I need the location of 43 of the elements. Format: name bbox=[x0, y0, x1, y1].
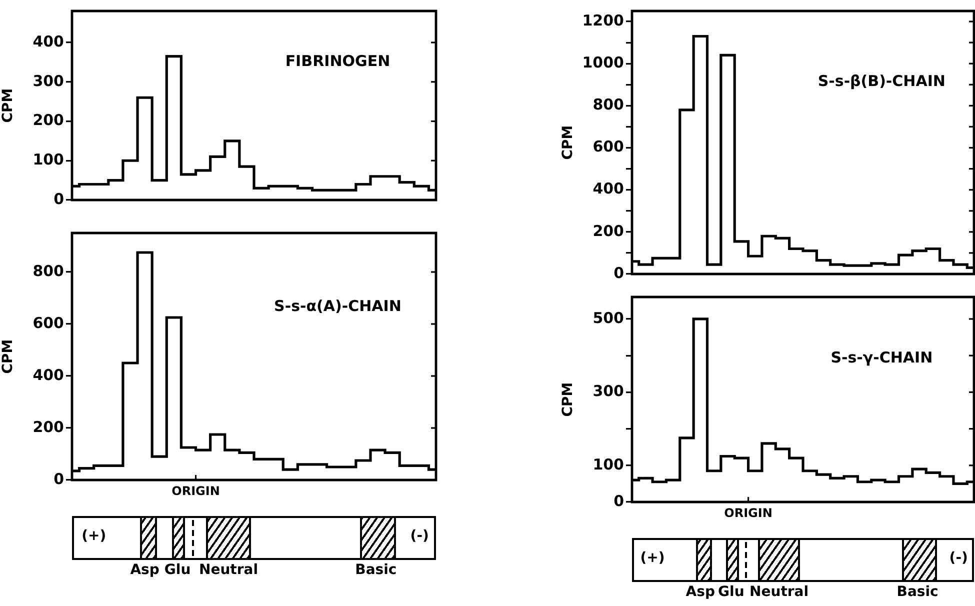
text: (+) bbox=[82, 528, 106, 544]
y-tick-label: 600 bbox=[592, 138, 624, 156]
y-tick-label: 300 bbox=[592, 382, 624, 400]
y-axis-title: CPM bbox=[0, 88, 16, 123]
y-tick-label: 100 bbox=[592, 455, 624, 474]
y-axis-title: CPM bbox=[560, 382, 576, 417]
text: Neutral bbox=[750, 584, 809, 600]
y-tick-label: 0 bbox=[54, 470, 64, 488]
y-tick-label: 300 bbox=[32, 72, 64, 90]
y-tick-label: 400 bbox=[592, 180, 624, 198]
text: S-s-α(A)-CHAIN bbox=[274, 296, 402, 315]
y-tick-label: 1200 bbox=[582, 11, 624, 30]
text: S-s-β(B)-CHAIN bbox=[818, 72, 946, 90]
text: Asp bbox=[686, 584, 715, 600]
y-tick-label: 600 bbox=[32, 314, 64, 332]
text: Asp bbox=[130, 562, 160, 578]
text: Glu bbox=[718, 584, 744, 600]
y-tick-label: 1000 bbox=[582, 53, 624, 72]
text: Basic bbox=[896, 584, 938, 600]
y-axis-title: CPM bbox=[0, 339, 16, 374]
text: ORIGIN bbox=[172, 484, 220, 498]
text: (-) bbox=[949, 550, 968, 566]
y-tick-label: 200 bbox=[32, 418, 64, 436]
y-tick-label: 800 bbox=[32, 262, 64, 280]
y-tick-label: 800 bbox=[592, 96, 624, 114]
y-axis-title: CPM bbox=[560, 125, 576, 160]
y-tick-label: 0 bbox=[54, 190, 64, 208]
y-tick-label: 0 bbox=[614, 264, 624, 282]
text: Basic bbox=[355, 562, 397, 578]
y-tick-label: 200 bbox=[592, 222, 624, 240]
y-tick-label: 400 bbox=[32, 366, 64, 384]
y-tick-label: 100 bbox=[32, 150, 64, 169]
text: S-s-γ-CHAIN bbox=[830, 348, 933, 366]
text: Glu bbox=[164, 562, 191, 578]
text: (+) bbox=[640, 550, 665, 566]
y-tick-label: 500 bbox=[592, 308, 624, 327]
text: ORIGIN bbox=[724, 506, 772, 520]
text: FIBRINOGEN bbox=[285, 52, 390, 70]
y-tick-label: 0 bbox=[614, 492, 624, 510]
y-tick-label: 400 bbox=[32, 32, 64, 50]
text: Neutral bbox=[199, 562, 258, 578]
y-tick-label: 200 bbox=[32, 111, 64, 130]
text: (-) bbox=[410, 528, 429, 544]
